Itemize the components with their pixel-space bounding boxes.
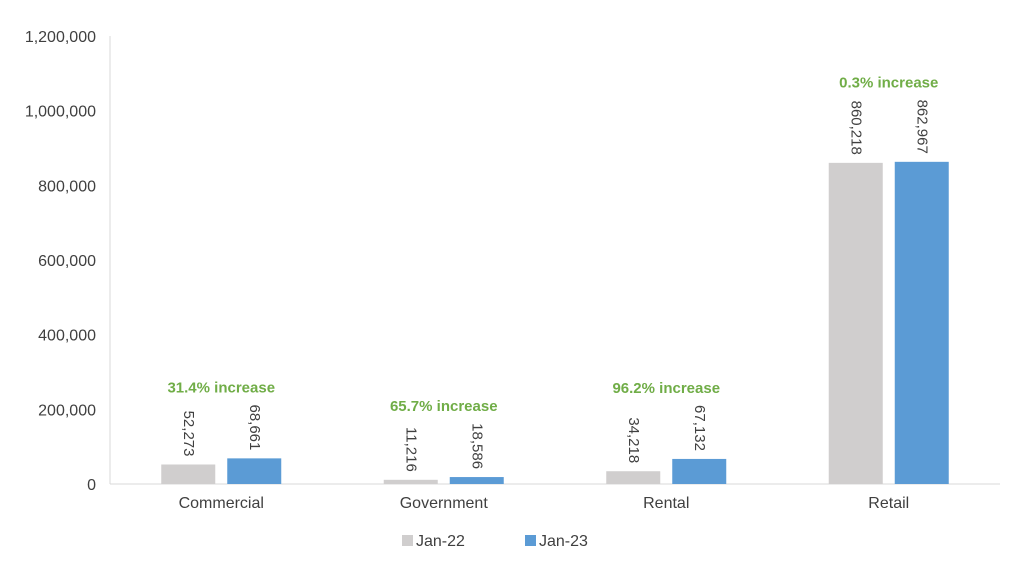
bar-jan-22-retail (828, 162, 883, 485)
legend-label: Jan-23 (539, 533, 588, 550)
annotations: 31.4% increase 65.7% increase 96.2% increa… (167, 75, 938, 416)
y-tick-label: 200,000 (38, 402, 96, 419)
legend-label: Jan-22 (416, 533, 465, 550)
bar-jan-23-government (449, 477, 504, 484)
bar-jan-23-commercial (227, 458, 282, 484)
bar-jan-22-commercial (161, 464, 216, 484)
bar-jan-23-retail (894, 161, 949, 484)
x-tick-label: Rental (643, 495, 689, 512)
data-label: 860,218 (847, 101, 864, 155)
legend-swatch-jan-23 (525, 535, 536, 546)
data-label: 11,216 (402, 427, 419, 472)
x-tick-label: Commercial (179, 495, 264, 512)
data-label: 862,967 (913, 100, 930, 154)
bars (161, 161, 949, 485)
increase-annotation: 0.3% increase (839, 75, 938, 92)
data-label: 52,273 (180, 411, 197, 457)
y-tick-label: 800,000 (38, 178, 96, 195)
data-label: 34,218 (625, 417, 642, 463)
bar-jan-23-rental (672, 458, 727, 484)
y-tick-label: 0 (87, 477, 96, 494)
y-tick-label: 600,000 (38, 253, 96, 270)
increase-annotation: 31.4% increase (167, 379, 275, 396)
data-label: 18,586 (468, 423, 485, 469)
y-tick-label: 1,200,000 (25, 29, 96, 46)
data-label: 68,661 (246, 404, 263, 450)
legend: Jan-22 Jan-23 (402, 533, 588, 550)
bar-jan-22-rental (606, 471, 661, 484)
legend-swatch-jan-22 (402, 535, 413, 546)
x-tick-label: Retail (868, 495, 909, 512)
y-tick-label: 400,000 (38, 328, 96, 345)
y-axis: 0 200,000 400,000 600,000 800,000 1,000,000 1,… (25, 29, 111, 494)
bar-jan-22-government (383, 479, 438, 484)
increase-annotation: 96.2% increase (612, 380, 720, 397)
increase-annotation: 65.7% increase (390, 398, 498, 415)
y-tick-label: 1,000,000 (25, 104, 96, 121)
data-labels: 52,273 68,661 11,216 18,586 34,218 67,132 860,… (180, 100, 931, 472)
x-tick-label: Government (400, 495, 489, 512)
x-axis: Commercial Government Rental Retail (110, 483, 1000, 512)
data-label: 67,132 (691, 405, 708, 451)
